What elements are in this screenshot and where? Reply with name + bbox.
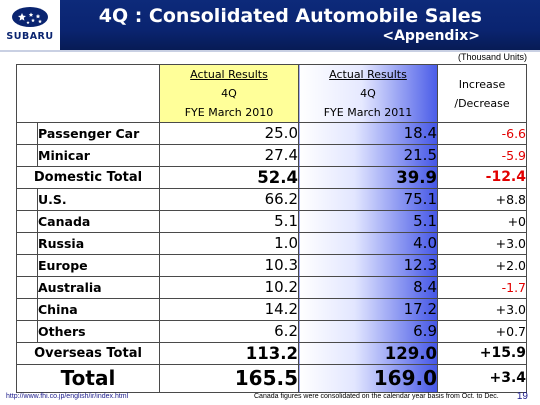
value-2010: 165.5 xyxy=(159,364,299,393)
value-2011: 5.1 xyxy=(298,210,438,233)
row-label-us: U.S. xyxy=(37,188,160,211)
row-label-canada: Canada xyxy=(37,210,160,233)
value-2011: 18.4 xyxy=(298,122,438,145)
indent-cell xyxy=(16,122,38,145)
row-label-russia: Russia xyxy=(37,232,160,255)
value-increase: +0 xyxy=(437,210,527,233)
value-2010: 10.3 xyxy=(159,254,299,277)
value-increase: -1.7 xyxy=(437,276,527,299)
page-number: 19 xyxy=(516,391,528,402)
subaru-logo: SUBARU xyxy=(0,0,60,50)
indent-cell xyxy=(16,232,38,255)
column-header-2010: Actual Results 4Q FYE March 2010 xyxy=(159,64,299,123)
table-row: Russia 1.0 4.0 +3.0 xyxy=(16,232,527,255)
increase-line2: /Decrease xyxy=(454,96,510,110)
value-2011: 8.4 xyxy=(298,276,438,299)
table-row: Passenger Car 25.0 18.4 -6.6 xyxy=(16,122,527,145)
indent-cell xyxy=(16,144,38,167)
table-header-row: Actual Results 4Q FYE March 2010 Actual … xyxy=(16,64,527,123)
value-2010: 5.1 xyxy=(159,210,299,233)
indent-cell xyxy=(16,188,38,211)
row-label-minicar: Minicar xyxy=(37,144,160,167)
table-row: Europe 10.3 12.3 +2.0 xyxy=(16,254,527,277)
footer-url-link[interactable]: http://www.fhi.co.jp/english/ir/index.ht… xyxy=(6,393,129,400)
footer-note: Canada figures were consolidated on the … xyxy=(254,393,499,400)
table-row: Minicar 27.4 21.5 -5.9 xyxy=(16,144,527,167)
value-2011: 21.5 xyxy=(298,144,438,167)
column-header-increase: Increase /Decrease xyxy=(437,64,527,123)
subaru-pleiades-icon xyxy=(12,7,48,27)
col2010-line3: FYE March 2010 xyxy=(184,106,274,119)
value-2011: 17.2 xyxy=(298,298,438,321)
indent-cell xyxy=(16,298,38,321)
table-row-subtotal: Domestic Total 52.4 39.9 -12.4 xyxy=(16,166,527,189)
value-increase: +3.0 xyxy=(437,298,527,321)
value-2011: 6.9 xyxy=(298,320,438,343)
value-2010: 113.2 xyxy=(159,342,299,365)
value-2011: 39.9 xyxy=(298,166,438,189)
table-row: Canada 5.1 5.1 +0 xyxy=(16,210,527,233)
value-2010: 1.0 xyxy=(159,232,299,255)
value-2011: 169.0 xyxy=(298,364,438,393)
value-2010: 66.2 xyxy=(159,188,299,211)
row-label-passenger-car: Passenger Car xyxy=(37,122,160,145)
column-header-2011: Actual Results 4Q FYE March 2011 xyxy=(298,64,438,123)
col2011-line3: FYE March 2011 xyxy=(323,106,413,119)
value-increase: +15.9 xyxy=(437,342,527,365)
row-label-total: Total xyxy=(16,364,160,393)
sales-table: Actual Results 4Q FYE March 2010 Actual … xyxy=(16,64,527,393)
value-increase: -6.6 xyxy=(437,122,527,145)
value-2011: 4.0 xyxy=(298,232,438,255)
row-label-overseas-total: Overseas Total xyxy=(16,342,160,365)
indent-cell xyxy=(16,320,38,343)
value-increase: +2.0 xyxy=(437,254,527,277)
indent-cell xyxy=(16,254,38,277)
value-2010: 10.2 xyxy=(159,276,299,299)
value-increase: -5.9 xyxy=(437,144,527,167)
table-row: China 14.2 17.2 +3.0 xyxy=(16,298,527,321)
table-row-grand-total: Total 165.5 169.0 +3.4 xyxy=(16,364,527,393)
logo-wordmark: SUBARU xyxy=(6,31,54,42)
value-increase: +3.0 xyxy=(437,232,527,255)
table-row: Others 6.2 6.9 +0.7 xyxy=(16,320,527,343)
value-increase: -12.4 xyxy=(437,166,527,189)
table-row: Australia 10.2 8.4 -1.7 xyxy=(16,276,527,299)
value-increase: +8.8 xyxy=(437,188,527,211)
value-2011: 12.3 xyxy=(298,254,438,277)
row-label-europe: Europe xyxy=(37,254,160,277)
units-label: (Thousand Units) xyxy=(457,52,527,62)
value-2010: 27.4 xyxy=(159,144,299,167)
col2011-line1: Actual Results xyxy=(329,68,407,81)
value-increase: +3.4 xyxy=(437,364,527,393)
col2010-line1: Actual Results xyxy=(190,68,268,81)
table-row-subtotal: Overseas Total 113.2 129.0 +15.9 xyxy=(16,342,527,365)
increase-line1: Increase xyxy=(458,77,506,91)
value-2011: 129.0 xyxy=(298,342,438,365)
value-2010: 6.2 xyxy=(159,320,299,343)
row-label-domestic-total: Domestic Total xyxy=(16,166,160,189)
value-increase: +0.7 xyxy=(437,320,527,343)
value-2011: 75.1 xyxy=(298,188,438,211)
table-row: U.S. 66.2 75.1 +8.8 xyxy=(16,188,527,211)
row-label-australia: Australia xyxy=(37,276,160,299)
indent-cell xyxy=(16,210,38,233)
value-2010: 52.4 xyxy=(159,166,299,189)
slide-header: SUBARU 4Q : Consolidated Automobile Sale… xyxy=(0,0,540,52)
slide-title: 4Q : Consolidated Automobile Sales xyxy=(98,5,482,27)
row-label-china: China xyxy=(37,298,160,321)
value-2010: 25.0 xyxy=(159,122,299,145)
value-2010: 14.2 xyxy=(159,298,299,321)
header-corner xyxy=(16,64,160,123)
indent-cell xyxy=(16,276,38,299)
col2010-line2: 4Q xyxy=(221,87,237,100)
col2011-line2: 4Q xyxy=(360,87,376,100)
slide-subtitle: <Appendix> xyxy=(382,28,480,44)
row-label-others: Others xyxy=(37,320,160,343)
